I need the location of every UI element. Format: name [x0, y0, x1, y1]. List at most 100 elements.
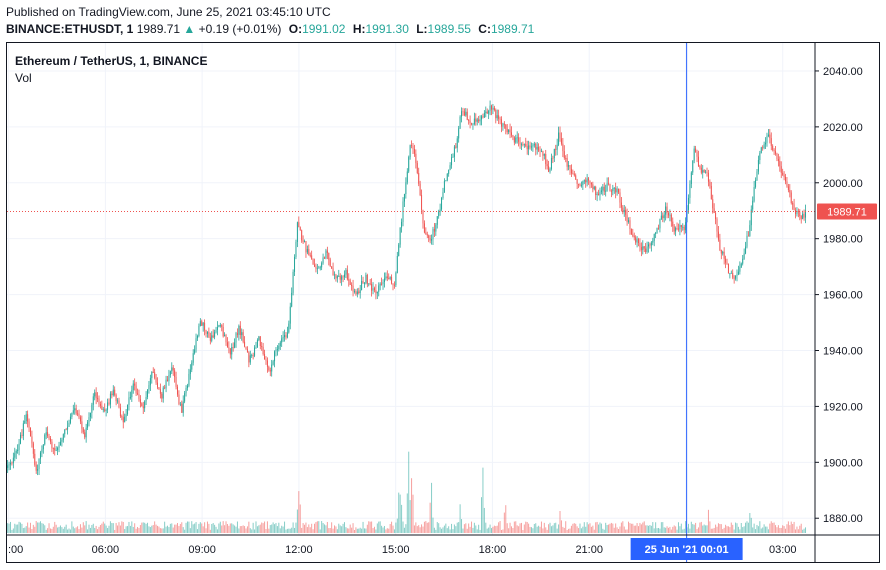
volume-bar [787, 521, 789, 533]
volume-bar [22, 528, 24, 533]
volume-bar [715, 524, 717, 533]
candle-body [299, 227, 301, 231]
candle-body [746, 235, 748, 247]
volume-bar [483, 507, 485, 533]
candle-body [559, 132, 561, 139]
candle-body [152, 371, 154, 373]
candle-body [405, 182, 407, 195]
candle-body [314, 264, 316, 267]
volume-bar [82, 522, 84, 533]
candle-body [147, 389, 149, 398]
candle-body [196, 336, 198, 339]
volume-bar [573, 523, 575, 533]
volume-bar [171, 523, 173, 533]
candle-body [51, 441, 53, 449]
candle-body [760, 147, 762, 153]
volume-bar [585, 526, 587, 533]
volume-bar [776, 527, 778, 533]
candle-body [274, 351, 276, 362]
volume-bar [625, 529, 627, 533]
candle-body [228, 347, 230, 349]
candle-body [481, 116, 483, 120]
volume-bar [34, 526, 36, 533]
volume-bar [236, 521, 238, 533]
candle-body [265, 359, 267, 361]
candle-body [254, 347, 256, 356]
candle-body [612, 188, 614, 192]
volume-bar [398, 492, 400, 533]
volume-bar [235, 526, 237, 533]
candle-body [8, 464, 10, 466]
candle-body [689, 183, 691, 198]
candle-body [646, 246, 648, 253]
candle-body [700, 167, 702, 173]
volume-bar [491, 528, 493, 533]
candle-body [451, 157, 453, 166]
candle-body [508, 129, 510, 133]
volume-bar [803, 528, 805, 533]
candle-body [199, 321, 201, 326]
candle-body [502, 123, 504, 127]
volume-bar [695, 522, 697, 533]
volume-bar [588, 524, 590, 533]
volume-bar [596, 521, 598, 533]
candle-body [416, 163, 418, 173]
volume-bar [473, 522, 475, 533]
candle-body [251, 355, 253, 357]
volume-bar [783, 526, 785, 533]
volume-bar [375, 529, 377, 533]
volume-bar [64, 526, 66, 533]
volume-bar [141, 522, 143, 533]
candle-body [560, 138, 562, 144]
volume-bar [239, 526, 241, 533]
candle-body [709, 181, 711, 186]
price-tick-label: 1940.00 [823, 346, 863, 358]
candle-body [144, 401, 146, 409]
volume-bar [719, 524, 721, 533]
volume-bar [412, 494, 414, 533]
candle-body [706, 171, 708, 173]
volume-bar [312, 529, 314, 533]
candle-body [261, 345, 263, 347]
volume-bar [65, 524, 67, 533]
volume-bar [389, 523, 391, 533]
volume-bar [452, 529, 454, 533]
candle-body [562, 143, 564, 152]
volume-bar [118, 522, 120, 533]
candle-body [396, 256, 398, 273]
volume-bar [174, 524, 176, 533]
volume-bar [732, 524, 734, 533]
volume-bar [31, 529, 33, 533]
volume-bar [254, 529, 256, 533]
volume-bar [28, 527, 30, 533]
volume-bar [208, 523, 210, 533]
volume-bar [785, 528, 787, 533]
volume-bar [181, 522, 183, 533]
volume-bar [799, 525, 801, 533]
volume-bar [496, 525, 498, 533]
candle-body [582, 181, 584, 185]
candle-body [733, 277, 735, 279]
candle-body [209, 337, 211, 341]
volume-bar [77, 526, 79, 533]
volume-bar [548, 524, 550, 533]
volume-bar [416, 526, 418, 533]
volume-bar [292, 522, 294, 533]
candle-body [61, 439, 63, 442]
candle-body [556, 144, 558, 150]
candle-body [239, 325, 241, 336]
volume-bar [49, 528, 51, 533]
candle-body [690, 172, 692, 184]
candle-body [68, 422, 70, 427]
volume-bar [382, 527, 384, 533]
candle-body [519, 141, 521, 145]
volume-bar [608, 524, 610, 533]
volume-bar [331, 522, 333, 533]
volume-bar [224, 525, 226, 533]
candle-body [506, 128, 508, 133]
candle-body [204, 322, 206, 331]
time-tick-label: 09:00 [188, 544, 216, 556]
candle-body [151, 371, 153, 379]
candle-body [747, 235, 749, 237]
